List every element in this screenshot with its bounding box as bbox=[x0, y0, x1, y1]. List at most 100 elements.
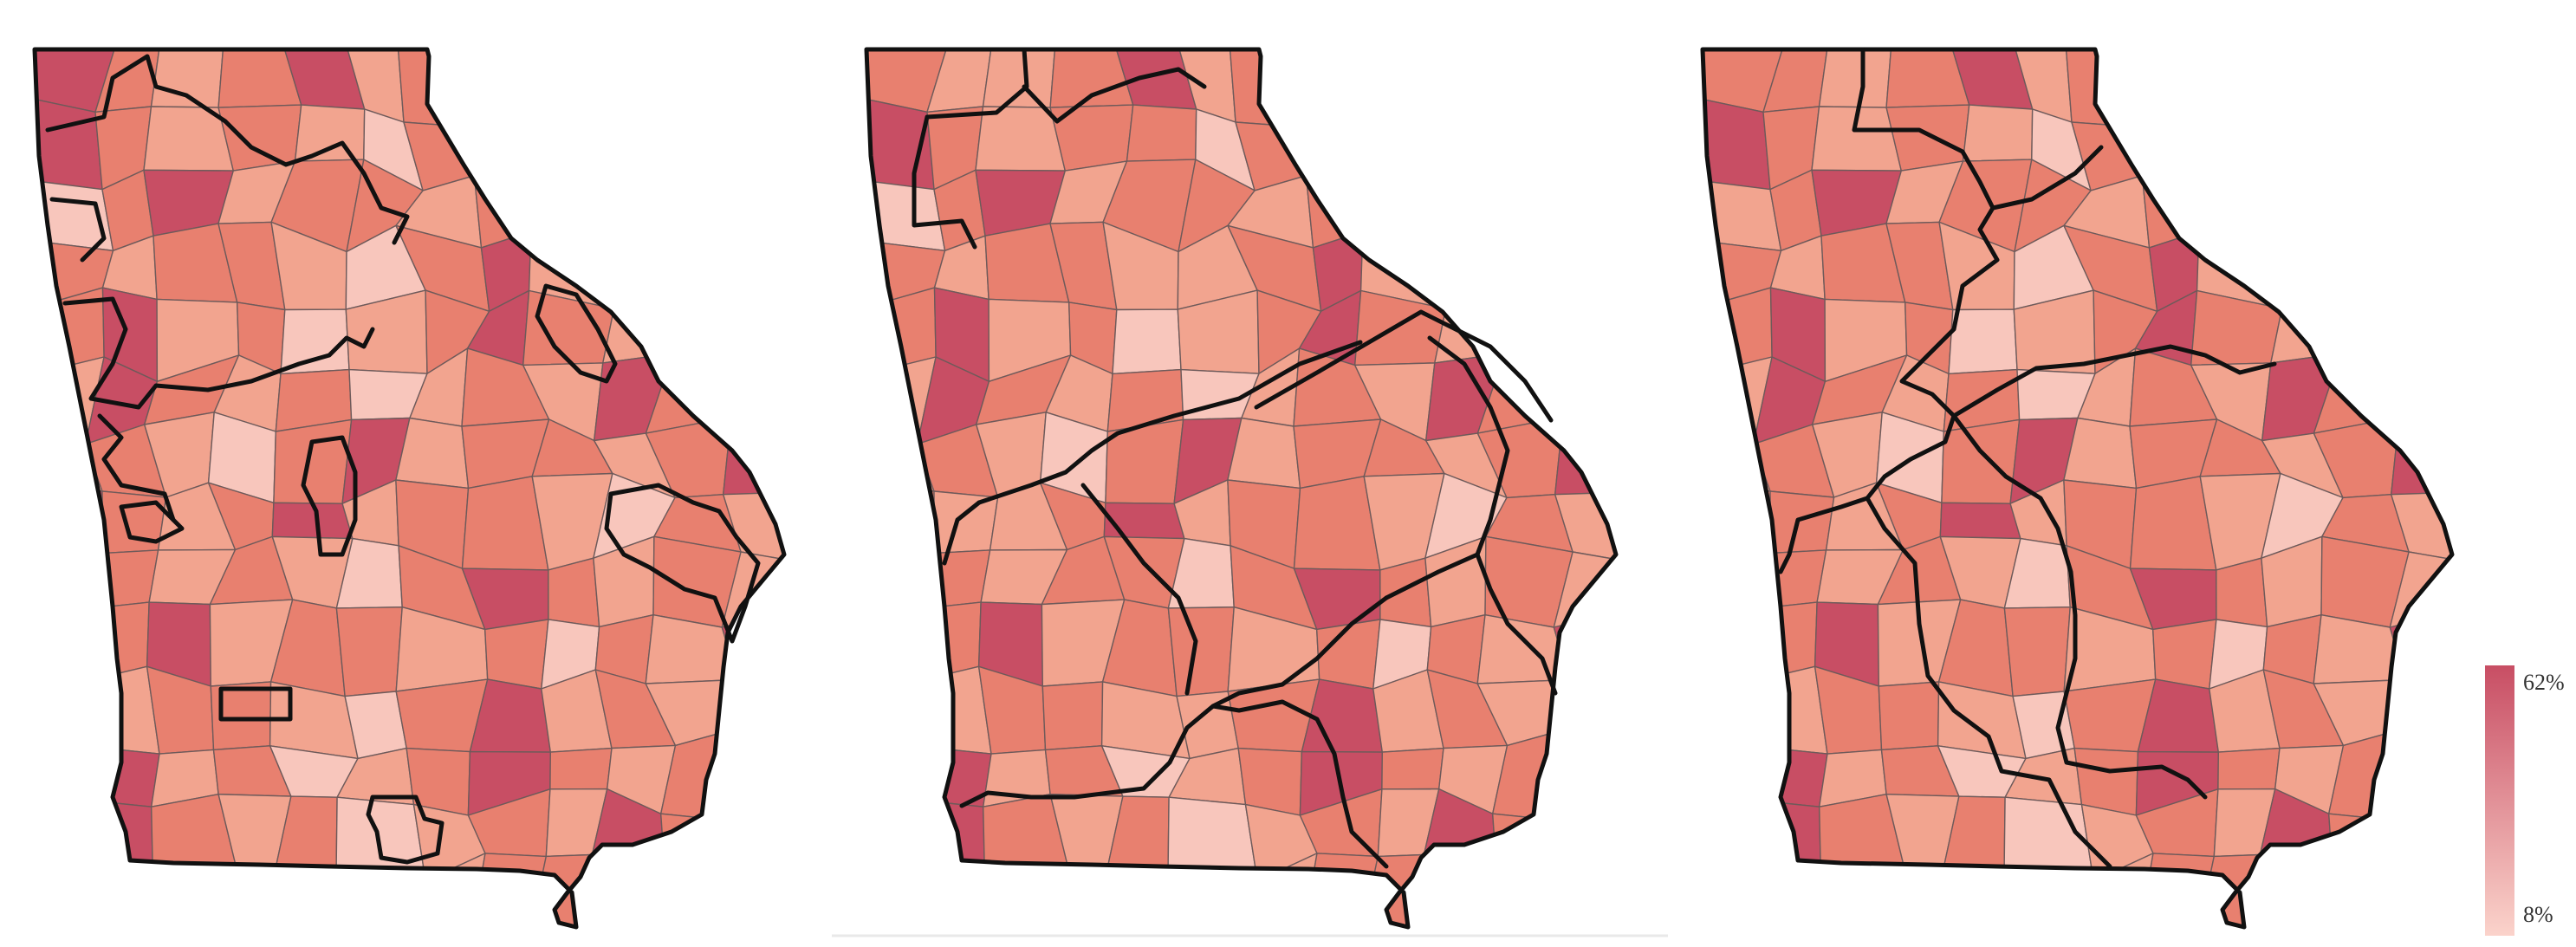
county-region bbox=[1941, 418, 2021, 504]
county-region bbox=[35, 853, 107, 927]
county-region bbox=[866, 552, 936, 611]
county-region bbox=[718, 857, 784, 927]
county-region bbox=[2313, 353, 2406, 434]
district-boundaries bbox=[45, 54, 761, 865]
county-region bbox=[1433, 234, 1496, 309]
county-region bbox=[1550, 815, 1616, 870]
county-region bbox=[591, 853, 679, 927]
county-region bbox=[982, 49, 1056, 108]
county-region bbox=[2379, 236, 2452, 307]
county-region bbox=[601, 234, 665, 309]
county-region bbox=[2138, 853, 2215, 927]
county-region bbox=[916, 549, 991, 610]
county-region bbox=[1379, 557, 1432, 628]
county-region bbox=[1550, 857, 1616, 927]
county-region bbox=[1703, 799, 1775, 885]
county-region bbox=[1820, 861, 1904, 927]
county-region bbox=[599, 163, 678, 250]
county-region bbox=[2269, 234, 2333, 309]
county-region bbox=[661, 49, 742, 116]
county-region bbox=[1962, 104, 2034, 162]
county-region bbox=[660, 813, 738, 870]
county-region bbox=[2329, 49, 2410, 116]
county-region bbox=[2328, 813, 2406, 870]
county-region bbox=[1415, 49, 1509, 116]
map-panel-1 bbox=[35, 49, 788, 931]
county-region bbox=[549, 747, 613, 790]
county-region bbox=[335, 606, 403, 697]
county-region bbox=[866, 665, 945, 748]
county-region bbox=[273, 418, 353, 504]
county-region bbox=[723, 731, 784, 822]
county-region bbox=[35, 799, 107, 885]
legend-color-bar bbox=[2485, 665, 2514, 936]
county-region bbox=[1543, 159, 1616, 239]
county-region bbox=[2259, 853, 2347, 927]
legend-min-label: 8% bbox=[2523, 902, 2553, 927]
county-region bbox=[294, 104, 366, 162]
county-region bbox=[271, 877, 352, 927]
county-region bbox=[227, 863, 302, 927]
county-region bbox=[1885, 104, 1970, 172]
county-region bbox=[484, 619, 549, 690]
county-region bbox=[983, 861, 1068, 927]
county-region bbox=[2216, 557, 2268, 628]
county-region bbox=[35, 608, 114, 676]
county-region bbox=[583, 98, 678, 185]
county-region bbox=[675, 102, 742, 185]
county-region bbox=[866, 799, 939, 885]
county-region bbox=[2391, 731, 2452, 822]
county-region bbox=[1554, 667, 1616, 736]
county-region bbox=[1356, 98, 1433, 181]
county-region bbox=[1554, 731, 1616, 822]
county-region bbox=[866, 853, 939, 927]
county-region bbox=[1769, 490, 1835, 555]
county-region bbox=[1049, 794, 1124, 886]
county-region bbox=[2324, 236, 2383, 309]
county-region bbox=[1885, 794, 1960, 886]
county-region bbox=[1545, 292, 1616, 368]
county-region bbox=[711, 236, 784, 307]
county-region bbox=[470, 853, 547, 927]
county-region bbox=[663, 860, 723, 927]
county-region bbox=[656, 236, 715, 309]
county-region bbox=[2331, 860, 2391, 927]
county-region bbox=[663, 292, 738, 359]
county-region bbox=[35, 735, 90, 814]
county-region bbox=[2003, 877, 2094, 927]
county-region bbox=[1948, 308, 2018, 375]
county-region bbox=[1381, 747, 1444, 790]
county-region bbox=[723, 667, 784, 736]
county-region bbox=[473, 126, 548, 181]
county-region bbox=[1566, 102, 1616, 162]
county-region bbox=[1167, 877, 1258, 927]
county-region bbox=[1939, 877, 2020, 927]
county-region bbox=[1562, 357, 1616, 427]
county-region bbox=[530, 163, 603, 236]
county-region bbox=[722, 49, 784, 130]
county-region bbox=[2381, 292, 2452, 368]
map-panel-3 bbox=[1703, 47, 2456, 931]
county-region bbox=[1302, 853, 1379, 927]
county-region bbox=[1752, 549, 1827, 610]
county-region bbox=[2142, 49, 2194, 131]
legend-max-label: 62% bbox=[2523, 670, 2565, 695]
county-region bbox=[1353, 49, 1442, 131]
county-region bbox=[1041, 681, 1104, 751]
county-region bbox=[521, 49, 610, 131]
county-region bbox=[866, 98, 935, 191]
county-region bbox=[474, 49, 526, 131]
county-region bbox=[217, 104, 302, 172]
county-region bbox=[866, 483, 936, 571]
county-region bbox=[1507, 102, 1574, 185]
county-region bbox=[84, 549, 159, 610]
district-boundaries bbox=[1778, 47, 2277, 869]
county-region bbox=[2189, 49, 2278, 131]
county-region bbox=[1476, 353, 1570, 434]
map-panel-2 bbox=[866, 47, 1620, 931]
county-region bbox=[35, 98, 103, 191]
county-region bbox=[2217, 747, 2281, 790]
county-region bbox=[2267, 163, 2346, 250]
color-legend: 62% 8% bbox=[2485, 665, 2565, 936]
